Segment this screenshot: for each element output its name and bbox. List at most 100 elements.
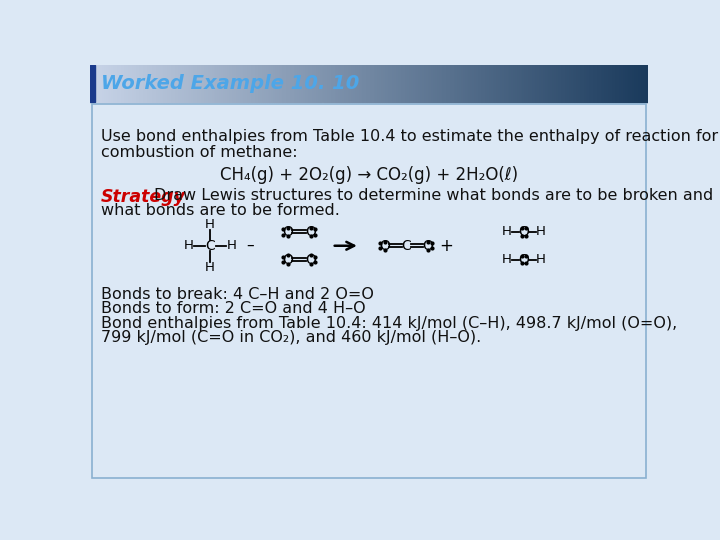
Bar xyxy=(392,65,393,102)
Bar xyxy=(274,65,276,102)
Bar xyxy=(144,65,145,102)
Bar xyxy=(285,65,287,102)
Bar xyxy=(313,65,315,102)
Bar xyxy=(562,65,564,102)
Bar xyxy=(284,65,285,102)
Bar xyxy=(473,65,475,102)
Bar xyxy=(574,65,575,102)
Bar xyxy=(521,65,523,102)
Bar xyxy=(559,65,561,102)
Bar xyxy=(293,65,294,102)
Bar xyxy=(593,65,594,102)
Bar xyxy=(588,65,590,102)
Bar xyxy=(233,65,235,102)
Bar xyxy=(526,65,527,102)
Bar xyxy=(140,65,142,102)
Bar xyxy=(620,65,622,102)
Text: combustion of methane:: combustion of methane: xyxy=(101,145,297,160)
Bar xyxy=(553,65,555,102)
Bar xyxy=(218,65,220,102)
Bar xyxy=(259,65,261,102)
Bar xyxy=(477,65,479,102)
Bar xyxy=(510,65,512,102)
Bar xyxy=(269,65,271,102)
Bar xyxy=(217,65,218,102)
Bar xyxy=(624,65,626,102)
Bar xyxy=(157,65,159,102)
Text: O: O xyxy=(305,253,316,267)
Text: Bonds to break: 4 C–H and 2 O=O: Bonds to break: 4 C–H and 2 O=O xyxy=(101,287,374,301)
Bar xyxy=(405,65,406,102)
Bar xyxy=(412,65,413,102)
Bar xyxy=(332,65,333,102)
Text: C: C xyxy=(401,239,411,253)
Bar xyxy=(577,65,579,102)
Text: H: H xyxy=(502,253,512,266)
Bar xyxy=(118,65,120,102)
Bar xyxy=(243,65,244,102)
Bar xyxy=(618,65,620,102)
Bar xyxy=(486,65,488,102)
Bar xyxy=(231,65,233,102)
Bar xyxy=(606,65,607,102)
Bar xyxy=(125,65,127,102)
Bar xyxy=(145,65,148,102)
Bar xyxy=(451,65,453,102)
Bar xyxy=(421,65,423,102)
Bar xyxy=(360,65,361,102)
Bar xyxy=(462,65,464,102)
Bar xyxy=(639,65,641,102)
Bar xyxy=(265,65,266,102)
Bar xyxy=(348,65,351,102)
Bar xyxy=(596,65,598,102)
Bar xyxy=(330,65,332,102)
Bar xyxy=(326,65,328,102)
Text: CH₄(g) + 2O₂(g) → CO₂(g) + 2H₂O(ℓ): CH₄(g) + 2O₂(g) → CO₂(g) + 2H₂O(ℓ) xyxy=(220,166,518,185)
Bar xyxy=(129,65,131,102)
Bar xyxy=(302,65,304,102)
Bar xyxy=(583,65,585,102)
Bar xyxy=(96,65,97,102)
Bar xyxy=(527,65,529,102)
Bar xyxy=(304,65,306,102)
Bar xyxy=(291,65,293,102)
Bar xyxy=(205,65,207,102)
Bar xyxy=(626,65,628,102)
Bar xyxy=(387,65,390,102)
Bar xyxy=(384,65,386,102)
Bar xyxy=(427,65,428,102)
Bar xyxy=(386,65,387,102)
Text: C: C xyxy=(205,239,215,253)
Bar xyxy=(467,65,469,102)
Bar xyxy=(611,65,613,102)
Bar xyxy=(616,65,618,102)
Bar xyxy=(490,65,492,102)
Bar xyxy=(390,65,392,102)
Text: Draw Lewis structures to determine what bonds are to be broken and: Draw Lewis structures to determine what … xyxy=(153,188,713,203)
Bar xyxy=(172,65,174,102)
Bar xyxy=(338,65,339,102)
Text: Strategy: Strategy xyxy=(101,188,186,206)
Bar xyxy=(189,65,190,102)
Bar xyxy=(352,65,354,102)
Bar xyxy=(566,65,568,102)
Bar xyxy=(373,65,374,102)
Bar xyxy=(440,65,441,102)
Bar xyxy=(459,65,460,102)
Text: +: + xyxy=(440,237,454,255)
Bar xyxy=(549,65,552,102)
Bar xyxy=(336,65,338,102)
Bar xyxy=(581,65,583,102)
Bar xyxy=(163,65,164,102)
Bar xyxy=(90,65,94,102)
Bar xyxy=(315,65,317,102)
Bar xyxy=(600,65,601,102)
Bar xyxy=(239,65,240,102)
Bar xyxy=(204,65,205,102)
Bar xyxy=(202,65,204,102)
Bar xyxy=(453,65,454,102)
Bar xyxy=(151,65,153,102)
Bar xyxy=(298,65,300,102)
Bar xyxy=(447,65,449,102)
Bar xyxy=(575,65,577,102)
